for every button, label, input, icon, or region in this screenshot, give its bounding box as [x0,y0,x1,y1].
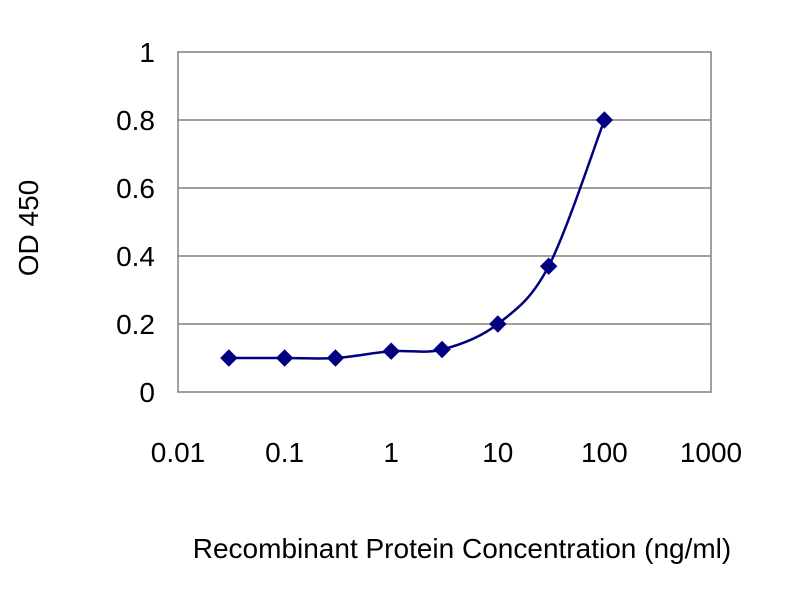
y-axis-title: OD 450 [13,180,44,277]
x-tick-label: 1 [383,437,399,468]
x-tick-label: 0.01 [151,437,206,468]
series-line [228,119,606,360]
data-point-marker [433,340,451,359]
y-tick-label: 0.8 [116,105,155,136]
x-tick-labels: 0.01 0.1 1 10 100 1000 [151,437,742,468]
plot-frame [177,51,712,393]
data-point-marker [595,111,614,129]
y-tick-label: 0.4 [116,241,155,272]
x-tick-label: 1000 [680,437,742,468]
grid-layer [178,119,711,325]
y-tick-label: 0.6 [116,173,155,204]
y-tick-labels: 0 0.2 0.4 0.6 0.8 1 [116,37,155,408]
data-point-marker [220,349,238,367]
y-tick-label: 0.2 [116,309,155,340]
data-point-marker [382,342,400,360]
y-tick-label: 0 [139,377,155,408]
data-point-marker [539,257,558,275]
x-tick-label: 10 [482,437,513,468]
x-tick-label: 100 [581,437,628,468]
data-point-marker [489,315,507,333]
data-point-marker [275,349,294,367]
x-tick-label: 0.1 [265,437,304,468]
x-axis-title: Recombinant Protein Concentration (ng/ml… [193,533,731,564]
series-layer [228,119,606,360]
marker-layer [220,111,614,367]
data-point-marker [326,349,345,367]
y-tick-label: 1 [139,37,155,68]
